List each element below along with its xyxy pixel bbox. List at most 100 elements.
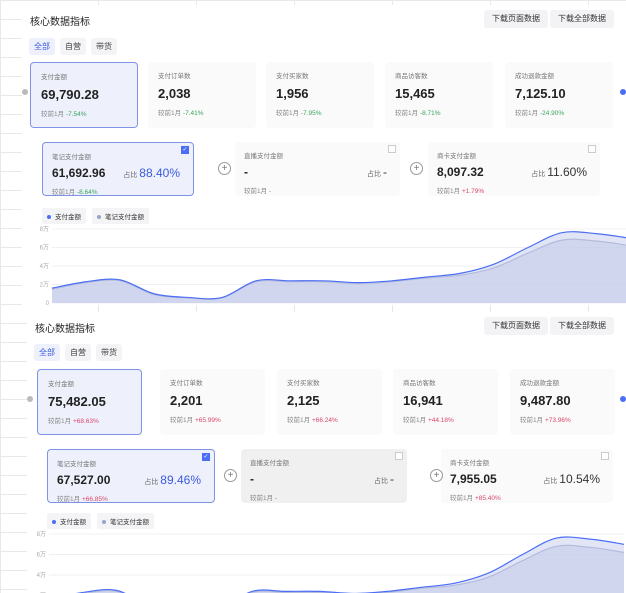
ratio: 占比 11.60% — [531, 165, 587, 179]
channel-card[interactable]: 商卡支付金额 8,097.32 占比 11.60% 较前1月 +1.79% — [428, 142, 600, 196]
channel-compare: 较前1月 +85.40% — [450, 492, 604, 502]
channel-card[interactable]: 直播支付金额 - 占比 - 较前1月 - — [235, 142, 400, 196]
scroll-right-icon[interactable] — [620, 89, 626, 95]
channel-compare: 较前1月 - — [250, 492, 398, 502]
compare-label: 较前1月 — [244, 188, 268, 195]
legend-item[interactable]: 支付金额 — [42, 208, 86, 224]
change-value: +68.63% — [72, 418, 99, 425]
ratio-value: - — [390, 472, 394, 486]
checkbox[interactable]: ✓ — [181, 146, 189, 154]
metric-card[interactable]: 商品访客数 15,465 较前1月 -8.71% — [385, 62, 493, 128]
channel-card[interactable]: 直播支付金额 - 占比 - 较前1月 - — [241, 449, 407, 503]
metric-card[interactable]: 支付买家数 2,125 较前1月 +66.24% — [277, 369, 382, 435]
legend-label: 笔记支付金额 — [110, 519, 149, 526]
metric-value: 1,956 — [276, 86, 309, 101]
y-tick-label: 6万 — [37, 552, 46, 559]
tab-0[interactable]: 全部 — [34, 344, 60, 361]
checkbox[interactable] — [601, 452, 609, 460]
ratio-label: 占比 — [367, 171, 382, 178]
tab-1[interactable]: 自营 — [60, 38, 86, 55]
metric-compare: 较前1月 +68.63% — [48, 415, 131, 425]
tab-2[interactable]: 带货 — [91, 38, 117, 55]
legend-label: 支付金额 — [55, 214, 81, 221]
plus-icon[interactable]: + — [410, 162, 423, 175]
download-all-data-button[interactable]: 下载全部数据 — [550, 317, 614, 335]
metric-value: 7,125.10 — [515, 86, 566, 101]
ratio-label: 占比 — [144, 479, 159, 486]
change-value: +1.79% — [461, 188, 485, 195]
metric-label: 商品访客数 — [403, 380, 436, 387]
series-line — [51, 231, 626, 300]
legend-item[interactable]: 笔记支付金额 — [97, 513, 154, 529]
compare-label: 较前1月 — [48, 418, 72, 425]
scroll-right-icon[interactable] — [620, 396, 626, 402]
change-value: -7.95% — [300, 110, 322, 117]
scroll-left-icon[interactable] — [27, 396, 33, 402]
compare-label: 较前1月 — [57, 496, 81, 503]
ratio: 占比 - — [367, 165, 387, 179]
channel-card[interactable]: ✓ 笔记支付金额 67,527.00 占比 89.46% 较前1月 +66.85% — [47, 449, 215, 503]
change-value: +66.24% — [311, 417, 338, 424]
series-area — [52, 231, 626, 303]
checkbox[interactable] — [395, 452, 403, 460]
tab-2[interactable]: 带货 — [96, 344, 122, 361]
channel-value-row: - 占比 - — [244, 165, 391, 179]
tab-0[interactable]: 全部 — [29, 38, 55, 55]
ratio-label: 占比 — [123, 172, 138, 179]
scroll-left-icon[interactable] — [22, 89, 28, 95]
legend-dot-icon — [52, 520, 56, 525]
tab-1[interactable]: 自营 — [65, 344, 91, 361]
change-value: - — [274, 495, 278, 502]
channel-card[interactable]: ✓ 笔记支付金额 61,692.96 占比 88.40% 较前1月 -8.64% — [42, 142, 194, 196]
plus-icon[interactable]: + — [224, 469, 237, 482]
checkbox[interactable] — [388, 145, 396, 153]
legend-item[interactable]: 支付金额 — [47, 513, 91, 529]
change-value: - — [268, 188, 272, 195]
metric-card[interactable]: 支付订单数 2,201 较前1月 +65.99% — [160, 369, 265, 435]
change-value: +65.99% — [194, 417, 221, 424]
series-area — [79, 537, 624, 593]
y-tick-label: 4万 — [40, 263, 49, 270]
metric-label: 支付金额 — [41, 74, 67, 81]
channel-value: - — [250, 472, 254, 486]
channel-card[interactable]: 商卡支付金额 7,955.05 占比 10.54% 较前1月 +85.40% — [441, 449, 613, 503]
checkbox[interactable]: ✓ — [202, 453, 210, 461]
compare-label: 较前1月 — [520, 417, 544, 424]
channel-value: 8,097.32 — [437, 165, 484, 179]
legend-label: 支付金额 — [60, 519, 86, 526]
compare-label: 较前1月 — [515, 110, 539, 117]
metric-compare: 较前1月 -7.95% — [276, 107, 364, 117]
change-value: -8.71% — [419, 110, 441, 117]
metric-compare: 较前1月 -7.41% — [158, 107, 246, 117]
legend-item[interactable]: 笔记支付金额 — [92, 208, 149, 224]
ratio-label: 占比 — [374, 478, 389, 485]
download-page-data-button[interactable]: 下载页面数据 — [484, 317, 548, 335]
y-tick-label: 8万 — [37, 531, 46, 538]
compare-label: 较前1月 — [276, 110, 300, 117]
metric-value: 75,482.05 — [48, 394, 106, 409]
channel-label: 直播支付金额 — [250, 460, 289, 467]
metric-card[interactable]: 成功退款金额 7,125.10 较前1月 -24.90% — [505, 62, 613, 128]
panel-title: 核心数据指标 — [35, 324, 95, 335]
checkbox[interactable] — [588, 145, 596, 153]
metric-card[interactable]: 支付订单数 2,038 较前1月 -7.41% — [148, 62, 256, 128]
core-metrics-panel: 核心数据指标 下载页面数据 下载全部数据全部 自营 带货支付金额 69,790.28 较前1… — [22, 5, 626, 305]
channel-label: 直播支付金额 — [244, 153, 283, 160]
download-all-data-button[interactable]: 下载全部数据 — [550, 10, 614, 28]
metric-compare: 较前1月 -8.71% — [395, 107, 483, 117]
metric-card[interactable]: 支付买家数 1,956 较前1月 -7.95% — [266, 62, 374, 128]
plus-icon[interactable]: + — [430, 469, 443, 482]
metric-card[interactable]: 支付金额 69,790.28 较前1月 -7.54% — [30, 62, 138, 128]
metric-card[interactable]: 成功退款金额 9,487.80 较前1月 +73.96% — [510, 369, 615, 435]
y-tick-label: 6万 — [40, 245, 49, 252]
panel-title: 核心数据指标 — [30, 17, 90, 28]
metric-card[interactable]: 支付金额 75,482.05 较前1月 +68.63% — [37, 369, 142, 435]
plus-icon[interactable]: + — [218, 162, 231, 175]
metric-card[interactable]: 商品访客数 16,941 较前1月 +44.18% — [393, 369, 498, 435]
metric-label: 支付金额 — [48, 381, 74, 388]
download-page-data-button[interactable]: 下载页面数据 — [484, 10, 548, 28]
change-value: -7.54% — [65, 111, 87, 118]
metric-value: 2,125 — [287, 393, 320, 408]
change-value: +73.96% — [544, 417, 571, 424]
